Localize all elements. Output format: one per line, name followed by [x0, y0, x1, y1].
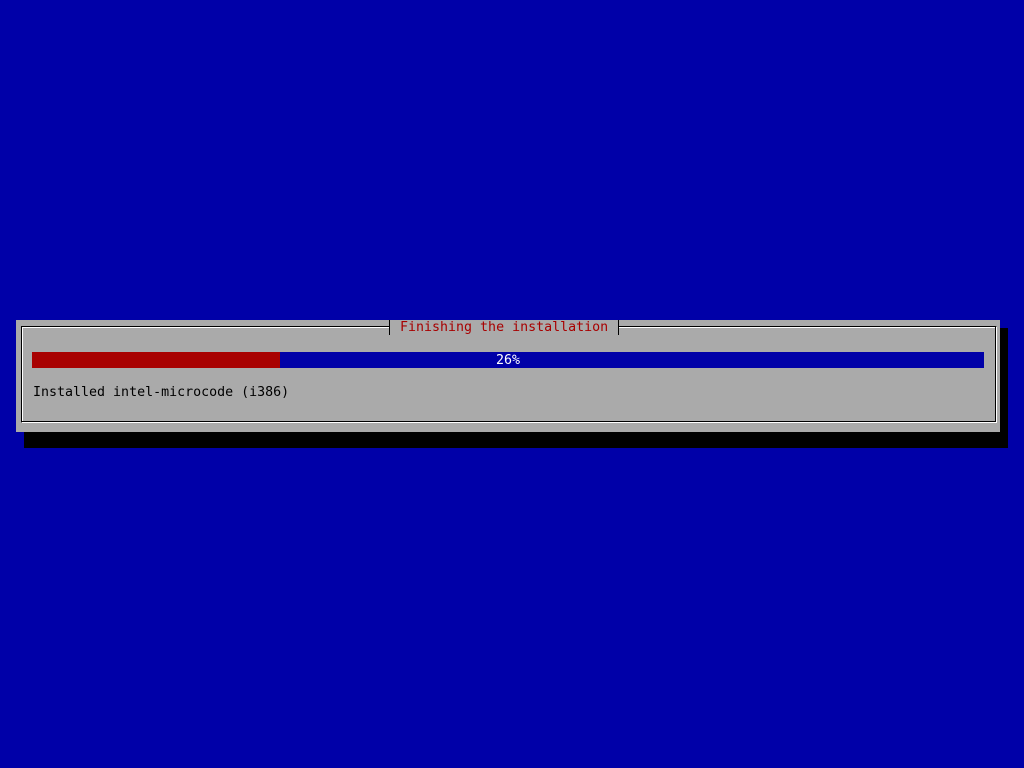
progress-bar: 26%: [32, 352, 984, 368]
dialog-title: Finishing the installation: [389, 320, 620, 335]
status-text: Installed intel-microcode (i386): [33, 385, 290, 400]
progress-fill: [32, 352, 280, 368]
progress-label: 26%: [495, 353, 521, 368]
progress-dialog: Finishing the installation 26% Installed…: [16, 320, 1000, 432]
dialog-frame: [21, 326, 997, 423]
